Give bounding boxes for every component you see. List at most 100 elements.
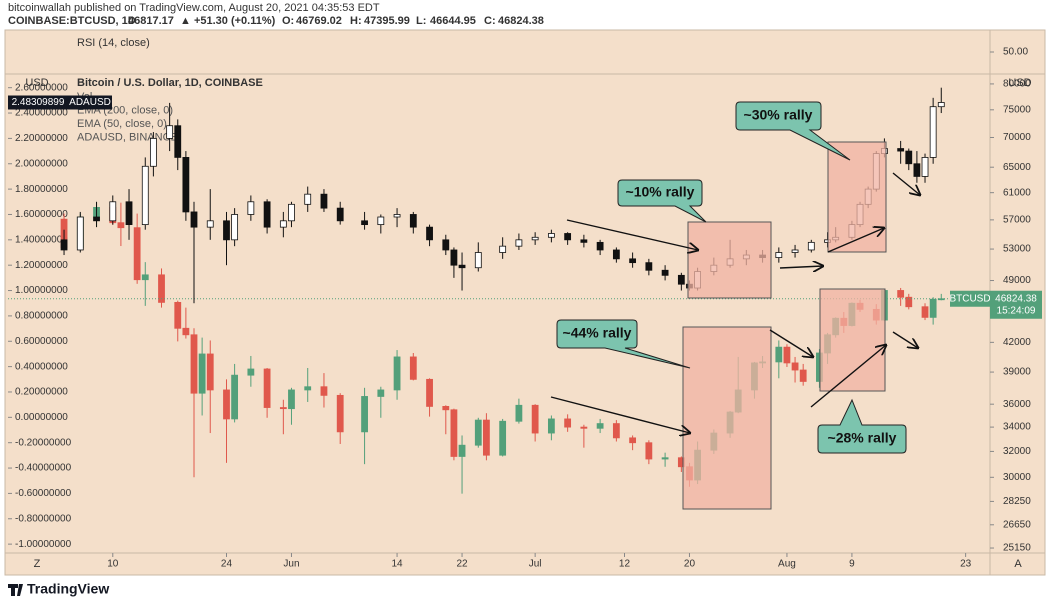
candle-body — [450, 249, 458, 266]
y-tick-label: 0.40000000 — [15, 361, 68, 372]
candle-body — [247, 368, 255, 376]
candle-body — [645, 262, 653, 271]
candle-body — [149, 137, 157, 167]
callout-text: ~30% rally — [744, 107, 813, 123]
callouts: ~10% rally ~30% rally ~44% rally ~28% ra… — [556, 101, 907, 454]
callout-text: ~10% rally — [626, 184, 695, 200]
y-tick-label: 0.80000000 — [15, 311, 68, 322]
candle-body — [547, 233, 555, 238]
y2-tick-label: 42000 — [1003, 337, 1031, 348]
callout-text: ~44% rally — [563, 325, 632, 341]
price-tag-text: 2.48309899 — [12, 97, 65, 108]
callout-bubble — [556, 319, 691, 369]
candle-body — [141, 274, 149, 281]
candle-body — [897, 290, 905, 298]
y-tick-label: -0.60000000 — [15, 488, 72, 499]
candle-body — [564, 418, 572, 428]
x-tick-label: Jun — [283, 559, 299, 570]
y2-tick-label: 49000 — [1003, 275, 1031, 286]
arrow — [779, 266, 823, 268]
x-tick-label: 10 — [107, 559, 119, 570]
rally-box — [682, 326, 772, 510]
candle-body — [450, 409, 458, 457]
candle-body — [223, 220, 230, 241]
x-tick-label: 14 — [392, 559, 404, 570]
timezone-button[interactable]: Z — [34, 558, 41, 570]
candle-body — [442, 239, 450, 251]
candle-body — [905, 150, 913, 165]
candle-body — [60, 239, 68, 251]
y2-tick-label: 34000 — [1003, 422, 1031, 433]
countdown-text: 15:24:09 — [997, 305, 1036, 316]
ohlc-key: L: — [416, 15, 426, 27]
x-tick-label: 12 — [619, 559, 631, 570]
candle-body — [231, 214, 239, 241]
candle-body — [426, 226, 433, 241]
y2-tick-label: 53000 — [1003, 244, 1031, 255]
y-tick-label: 2.40000000 — [15, 108, 68, 119]
x-tick-label: 9 — [849, 559, 855, 570]
symbol-tag — [950, 290, 990, 307]
candle-body — [409, 356, 417, 380]
y2-tick-label: 39000 — [1003, 367, 1031, 378]
y-tick-label: 1.40000000 — [15, 234, 68, 245]
x-tick-label: 22 — [456, 559, 468, 570]
callout-bubble — [817, 398, 907, 454]
candle-body — [336, 394, 344, 433]
y2-tick-label: 36000 — [1003, 399, 1031, 410]
candle-body — [426, 378, 433, 407]
left-axis-unit: USD — [25, 77, 48, 89]
candle-body — [158, 274, 165, 303]
candle-body — [141, 165, 149, 226]
candle-body — [93, 216, 100, 222]
symbol: COINBASE:BTCUSD, 1D — [8, 15, 136, 27]
symbol-tag-text: ADAUSD — [69, 97, 111, 108]
callout-bubble — [617, 179, 707, 223]
rsi-tick-label: 50.00 — [1003, 47, 1028, 58]
candle-body — [929, 106, 937, 158]
candle-body — [677, 274, 685, 285]
candle-body — [921, 157, 929, 177]
candle-body — [182, 327, 190, 336]
logo-text: TradingView — [27, 581, 109, 597]
candle-body — [117, 222, 125, 229]
y2-tick-label: 80000 — [1003, 79, 1031, 90]
candle-body — [263, 201, 271, 228]
candle-body — [206, 353, 214, 391]
candle-body — [531, 404, 539, 434]
candle-body — [190, 334, 198, 394]
y-tick-label: 2.00000000 — [15, 158, 68, 169]
candle-body — [807, 241, 815, 251]
candle-body — [198, 353, 206, 394]
candle-body — [905, 296, 913, 308]
y-tick-label: 1.80000000 — [15, 184, 68, 195]
candle-body — [133, 227, 141, 281]
candle-body — [531, 236, 539, 241]
candle-body — [377, 389, 385, 397]
candle-body — [775, 252, 783, 258]
candle-body — [288, 203, 295, 222]
candle-body — [442, 406, 450, 411]
candle-body — [547, 418, 555, 434]
indicator-label: ADAUSD, BINANCE — [77, 131, 178, 143]
ohlc-key: O: — [282, 15, 294, 27]
last-price: 46817.17 — [128, 15, 174, 27]
arrow — [769, 329, 813, 357]
candle-body — [409, 214, 417, 228]
y2-tick-label: 61000 — [1003, 187, 1031, 198]
candle-body — [166, 125, 174, 139]
candle-body — [288, 389, 295, 410]
candle-body — [393, 356, 401, 391]
y-tick-label: 2.60000000 — [15, 82, 68, 93]
y2-tick-label: 75000 — [1003, 104, 1031, 115]
y-tick-label: 1.20000000 — [15, 260, 68, 271]
callout-text: ~28% rally — [828, 430, 897, 446]
y-tick-label: 0.00000000 — [15, 412, 68, 423]
candle-body — [304, 193, 312, 205]
candle-body — [791, 362, 799, 371]
rally-box — [827, 141, 887, 253]
price-tag — [8, 95, 68, 110]
auto-scale-button[interactable]: A — [1014, 558, 1022, 570]
ohlc-value: 46824.38 — [498, 15, 544, 27]
x-tick-label: 20 — [684, 559, 696, 570]
